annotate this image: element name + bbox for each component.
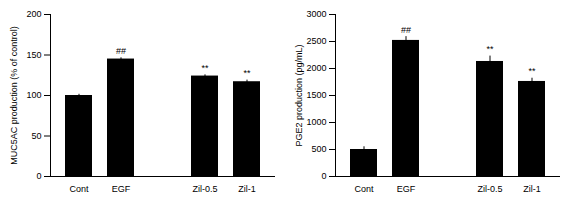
svg-text:Zil-0.5: Zil-0.5	[192, 184, 217, 194]
svg-text:Cont: Cont	[354, 184, 374, 194]
svg-text:**: **	[528, 66, 536, 76]
svg-text:EGF: EGF	[112, 184, 131, 194]
svg-text:PGE2 production (pg/mL): PGE2 production (pg/mL)	[294, 44, 304, 146]
svg-text:150: 150	[26, 50, 41, 60]
svg-text:0: 0	[321, 171, 326, 181]
svg-text:**: **	[243, 68, 251, 78]
svg-text:**: **	[486, 44, 494, 54]
svg-text:1000: 1000	[306, 117, 326, 127]
svg-text:3000: 3000	[306, 9, 326, 19]
svg-text:100: 100	[26, 90, 41, 100]
svg-text:2000: 2000	[306, 63, 326, 73]
svg-text:EGF: EGF	[397, 184, 416, 194]
svg-text:500: 500	[311, 144, 326, 154]
svg-text:50: 50	[31, 131, 41, 141]
svg-text:2500: 2500	[306, 36, 326, 46]
svg-text:Zil-0.5: Zil-0.5	[477, 184, 502, 194]
svg-text:MUC5AC production (% of contro: MUC5AC production (% of control)	[9, 26, 19, 165]
svg-text:0: 0	[36, 171, 41, 181]
svg-text:1500: 1500	[306, 90, 326, 100]
svg-text:**: **	[201, 63, 209, 73]
svg-text:Zil-1: Zil-1	[523, 184, 541, 194]
svg-text:200: 200	[26, 9, 41, 19]
svg-text:Cont: Cont	[69, 184, 89, 194]
svg-text:##: ##	[401, 25, 411, 35]
svg-text:Zil-1: Zil-1	[238, 184, 256, 194]
svg-text:##: ##	[116, 46, 126, 56]
